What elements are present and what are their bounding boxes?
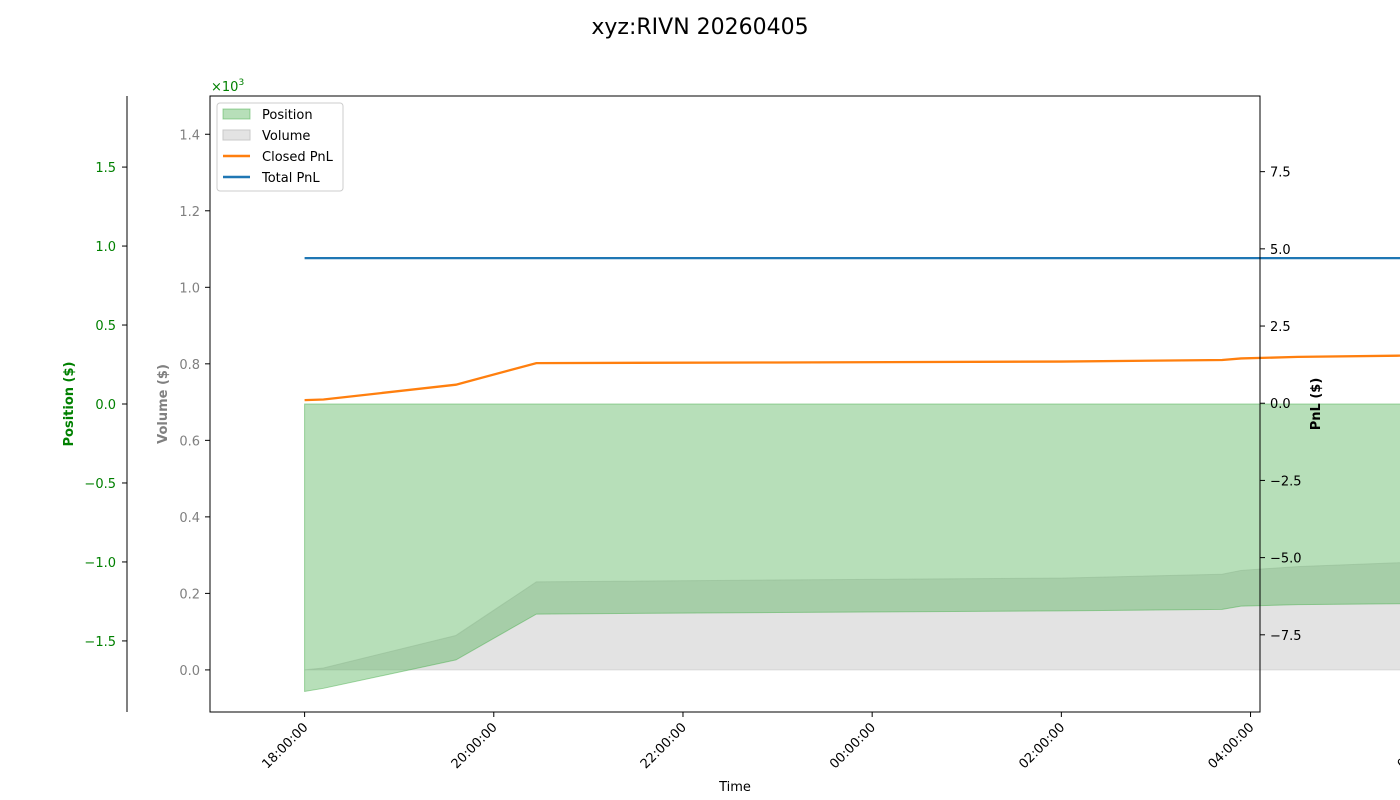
position-tick-label: 0.0 <box>95 398 116 413</box>
legend-label-position: Position <box>262 108 313 123</box>
legend: Position Volume Closed PnL Total PnL <box>216 102 344 192</box>
pnl-axis-label: PnL ($) <box>1309 378 1324 431</box>
multiplier-label: ×103 <box>211 78 244 95</box>
x-tick-label: 04:00:00 <box>1205 720 1257 772</box>
total-pnl-line <box>304 256 1400 260</box>
volume-tick-label: 0.4 <box>179 511 200 526</box>
x-tick-label: 18:00:00 <box>260 720 312 772</box>
x-tick-label: 22:00:00 <box>638 720 690 772</box>
position-tick-label: 1.5 <box>95 161 116 176</box>
legend-label-total-pnl: Total PnL <box>261 171 320 186</box>
chart-areas <box>304 403 1400 693</box>
position-area <box>304 403 1400 693</box>
legend-label-closed-pnl: Closed PnL <box>262 150 334 165</box>
x-axis-label: Time <box>718 780 751 795</box>
volume-tick-label: 0.2 <box>179 587 200 602</box>
legend-label-volume: Volume <box>262 129 310 144</box>
x-tick-label: 02:00:00 <box>1016 720 1068 772</box>
legend-swatch-position <box>222 108 251 120</box>
position-axis-ticks: 1.5 1.0 0.5 0.0 −0.5 −1.0 −1.5 <box>84 161 127 650</box>
volume-tick-label: 1.2 <box>179 205 200 220</box>
volume-axis-label: Volume ($) <box>156 364 171 444</box>
pnl-tick-label: 0.0 <box>1270 397 1291 412</box>
pnl-tick-label: −2.5 <box>1270 474 1302 489</box>
closed-pnl-line <box>304 354 1400 402</box>
legend-swatch-volume <box>222 129 251 141</box>
pnl-tick-label: 5.0 <box>1270 243 1291 258</box>
pnl-tick-label: −7.5 <box>1270 629 1302 644</box>
chart-title: xyz:RIVN 20260405 <box>591 15 808 40</box>
position-tick-label: −0.5 <box>84 477 116 492</box>
position-tick-label: 0.5 <box>95 319 116 334</box>
legend-box <box>216 102 344 192</box>
x-tick-label: 00:00:00 <box>827 720 879 772</box>
pnl-tick-label: 2.5 <box>1270 320 1291 335</box>
volume-area <box>304 562 1400 671</box>
volume-tick-label: 0.6 <box>179 434 200 449</box>
pnl-tick-label: 7.5 <box>1270 166 1291 181</box>
volume-tick-label: 0.0 <box>179 664 200 679</box>
volume-tick-label: 0.8 <box>179 358 200 373</box>
x-axis-ticks: 18:00:00 20:00:00 22:00:00 00:00:00 02:00:00… <box>260 712 1400 772</box>
position-tick-label: −1.5 <box>84 635 116 650</box>
volume-tick-label: 1.0 <box>179 281 200 296</box>
volume-axis-ticks: 1.4 1.2 1.0 0.8 0.6 0.4 0.2 0.0 <box>179 128 210 679</box>
chart-lines <box>304 256 1400 402</box>
pnl-axis-ticks: 7.5 5.0 2.5 0.0 −2.5 −5.0 −7.5 <box>1260 166 1302 644</box>
pnl-tick-label: −5.0 <box>1270 552 1302 567</box>
volume-tick-label: 1.4 <box>179 128 200 143</box>
x-tick-label: 20:00:00 <box>449 720 501 772</box>
position-tick-label: −1.0 <box>84 556 116 571</box>
plot-frame <box>209 95 1261 713</box>
position-axis-label: Position ($) <box>62 362 77 447</box>
position-tick-label: 1.0 <box>95 240 116 255</box>
x-tick-label: 06:00:00 <box>1395 720 1400 772</box>
